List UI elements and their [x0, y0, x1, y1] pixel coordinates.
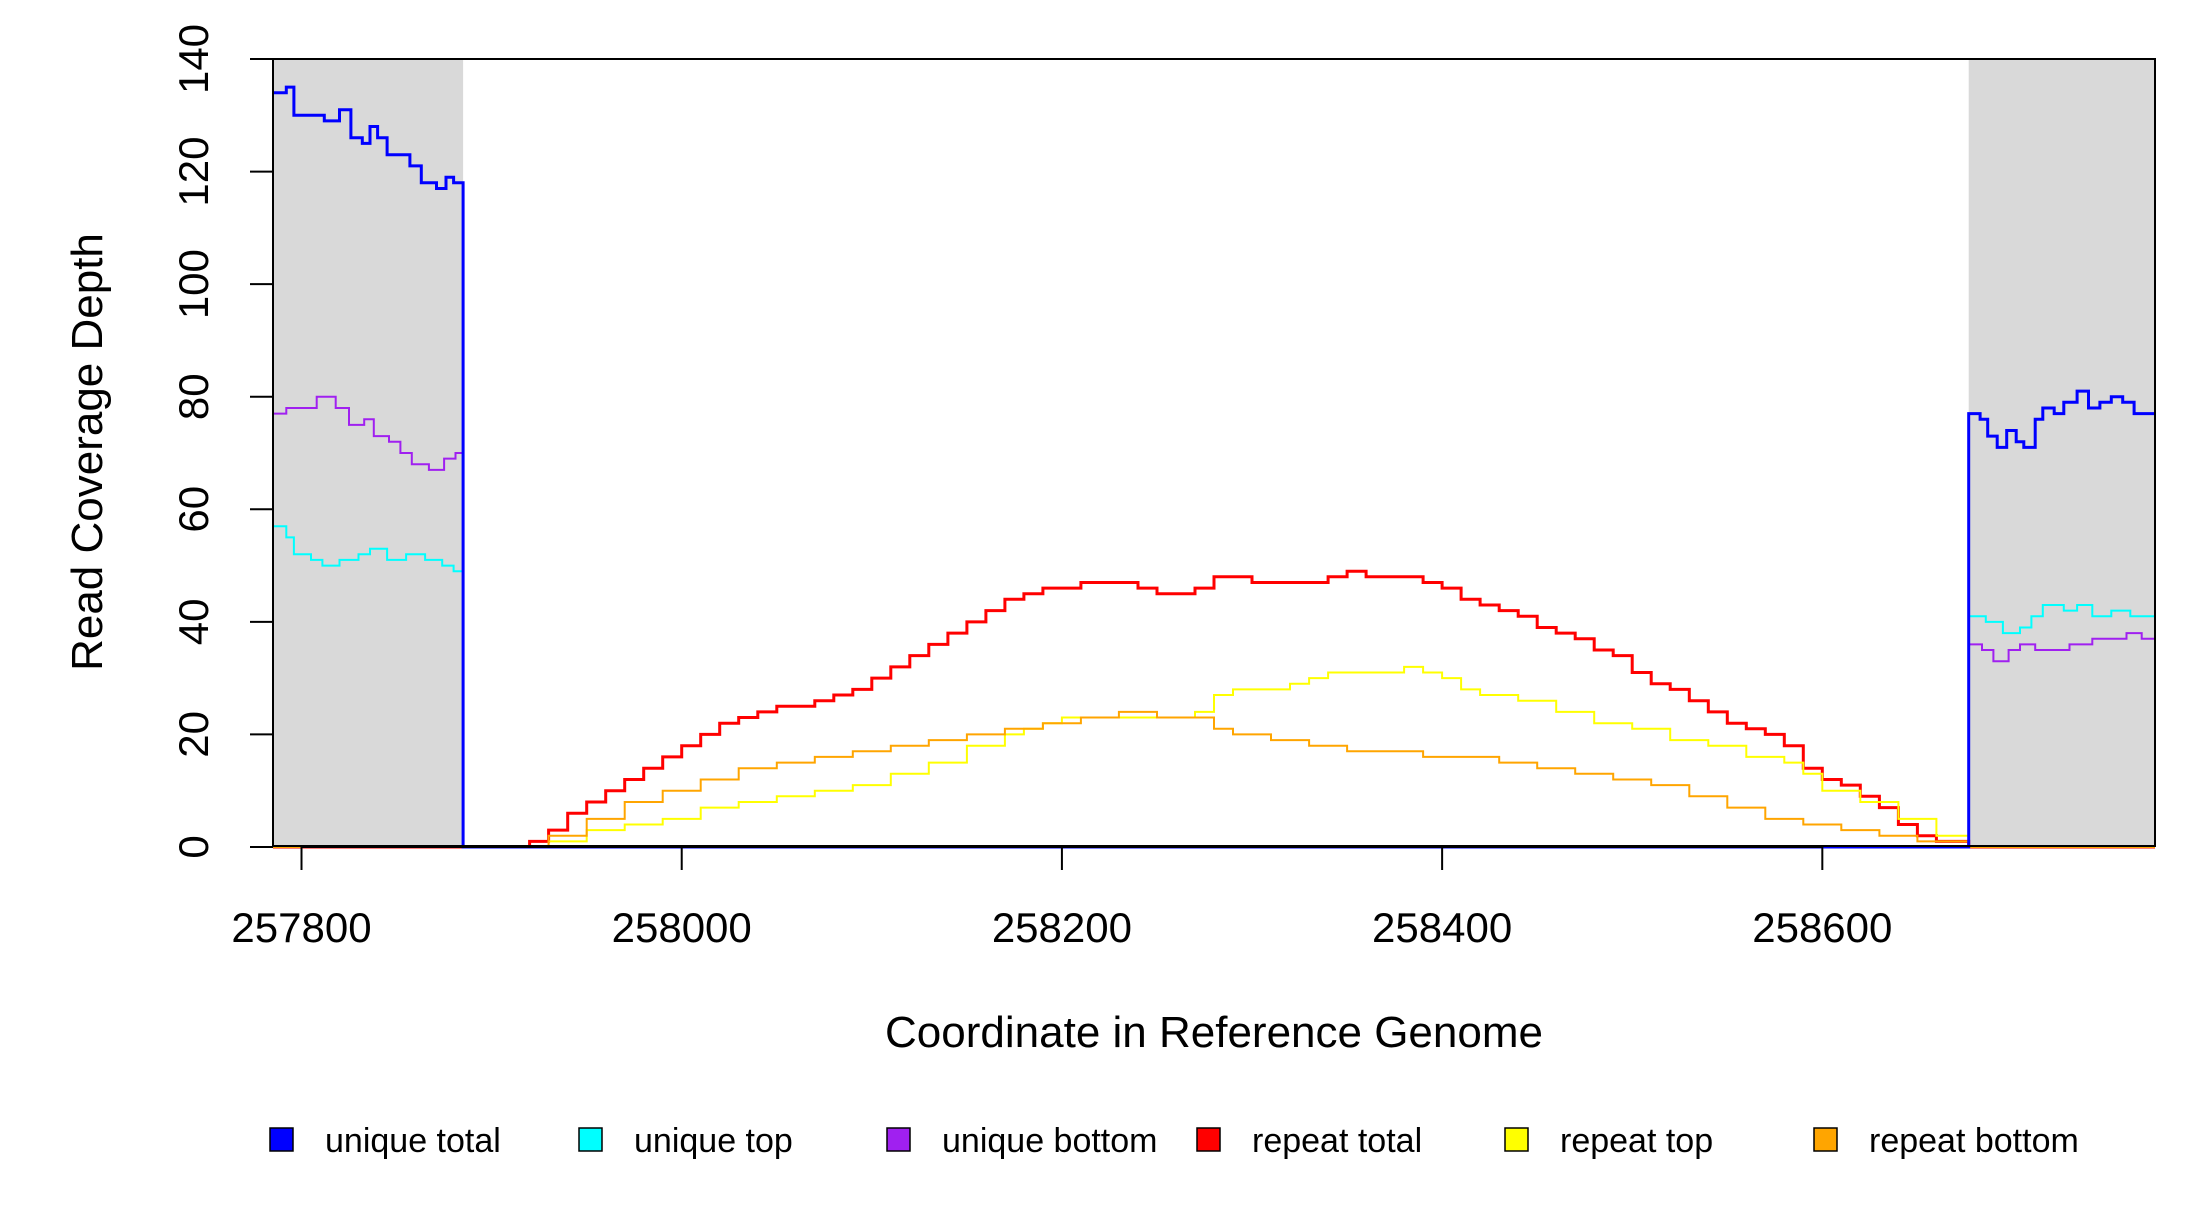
series-line-repeat-bottom	[273, 710, 2155, 848]
x-tick-label: 258000	[612, 904, 752, 951]
series-lines	[273, 85, 2156, 849]
y-tick-label: 20	[170, 711, 217, 758]
y-tick-label: 100	[170, 249, 217, 319]
shaded-region-1	[273, 59, 464, 846]
legend-label-unique-bottom: unique bottom	[942, 1122, 1158, 1160]
x-tick-label: 258400	[1372, 904, 1512, 951]
x-tick-label: 257800	[231, 904, 371, 951]
legend-swatch-repeat-top	[1504, 1127, 1529, 1152]
y-tick-label: 40	[170, 598, 217, 645]
x-axis-label: Coordinate in Reference Genome	[885, 1008, 1543, 1057]
series-line-repeat-total	[273, 569, 2155, 849]
y-axis-label: Read Coverage Depth	[63, 233, 112, 671]
y-tick-label: 140	[170, 24, 217, 94]
x-tick-label: 258200	[992, 904, 1132, 951]
legend-swatch-unique-bottom	[886, 1127, 911, 1152]
shaded-region-2	[1968, 59, 2155, 846]
y-axis: 0 20 40 60 80 100 120 140	[170, 24, 274, 859]
legend-label-unique-total: unique total	[325, 1122, 501, 1160]
series-line-unique-bottom	[273, 395, 2156, 848]
legend-swatch-unique-total	[269, 1127, 294, 1152]
x-axis: 257800 258000 258200 258400 258600	[231, 846, 1892, 951]
legend: unique total unique top unique bottom repea…	[269, 1122, 2079, 1160]
series-line-unique-total	[273, 85, 2155, 849]
x-tick-label: 258600	[1752, 904, 1892, 951]
series-line-unique-top	[273, 525, 2155, 848]
legend-label-repeat-top: repeat top	[1560, 1122, 1713, 1160]
legend-swatch-repeat-total	[1196, 1127, 1221, 1152]
series-line-repeat-top	[273, 665, 2155, 848]
legend-swatch-unique-top	[578, 1127, 603, 1152]
y-tick-label: 60	[170, 486, 217, 533]
y-tick-label: 120	[170, 137, 217, 207]
legend-swatch-repeat-bottom	[1813, 1127, 1838, 1152]
y-tick-label: 0	[170, 835, 217, 858]
legend-label-unique-top: unique top	[634, 1122, 793, 1160]
shaded-regions	[273, 59, 2155, 846]
y-tick-label: 80	[170, 373, 217, 420]
legend-label-repeat-total: repeat total	[1252, 1122, 1422, 1160]
legend-label-repeat-bottom: repeat bottom	[1869, 1122, 2079, 1160]
